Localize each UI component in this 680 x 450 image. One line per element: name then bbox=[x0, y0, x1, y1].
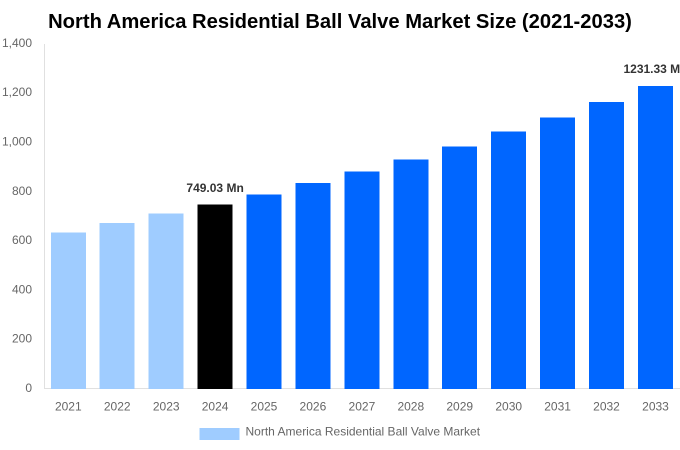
svg-text:2022: 2022 bbox=[104, 400, 131, 414]
svg-text:1,200: 1,200 bbox=[2, 85, 32, 99]
svg-text:2031: 2031 bbox=[544, 400, 571, 414]
svg-text:0: 0 bbox=[25, 381, 32, 395]
svg-text:1231.33 Mn: 1231.33 Mn bbox=[623, 62, 680, 76]
svg-text:2026: 2026 bbox=[300, 400, 327, 414]
svg-text:200: 200 bbox=[12, 332, 32, 346]
svg-text:2024: 2024 bbox=[202, 400, 229, 414]
svg-text:2030: 2030 bbox=[495, 400, 522, 414]
svg-text:2032: 2032 bbox=[593, 400, 620, 414]
svg-text:North America Residential Ball: North America Residential Ball Valve Mar… bbox=[48, 11, 632, 33]
svg-text:2023: 2023 bbox=[153, 400, 180, 414]
svg-text:2027: 2027 bbox=[349, 400, 376, 414]
svg-text:North America Residential Ball: North America Residential Ball Valve Mar… bbox=[246, 425, 481, 439]
svg-text:400: 400 bbox=[12, 282, 32, 296]
svg-text:1,400: 1,400 bbox=[2, 36, 32, 50]
svg-text:1,000: 1,000 bbox=[2, 135, 32, 149]
svg-text:800: 800 bbox=[12, 184, 32, 198]
svg-text:2021: 2021 bbox=[55, 400, 82, 414]
svg-text:2033: 2033 bbox=[642, 400, 669, 414]
svg-text:2029: 2029 bbox=[446, 400, 473, 414]
svg-text:2025: 2025 bbox=[251, 400, 278, 414]
svg-text:600: 600 bbox=[12, 233, 32, 247]
svg-text:749.03 Mn: 749.03 Mn bbox=[186, 181, 243, 195]
svg-text:2028: 2028 bbox=[397, 400, 424, 414]
